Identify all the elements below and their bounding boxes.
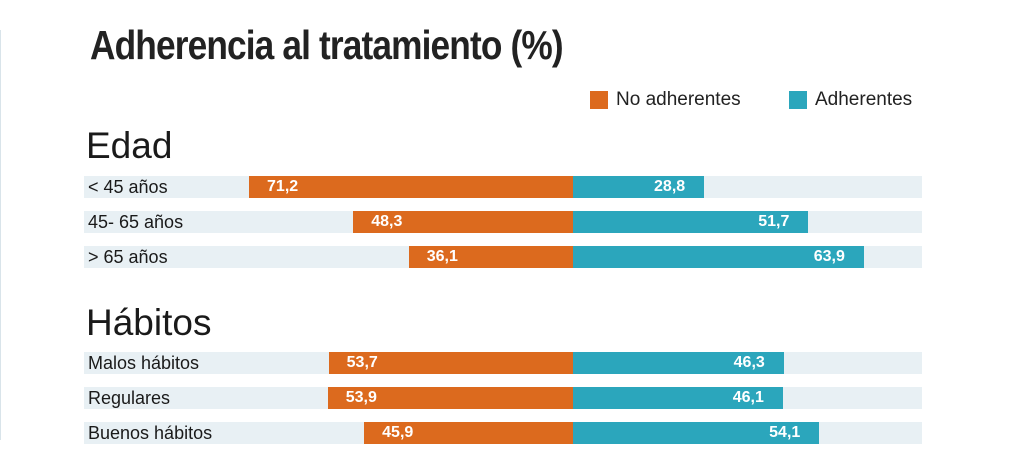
value-label-adherentes: 54,1 — [769, 424, 801, 441]
row-label: Malos hábitos — [88, 353, 200, 373]
legend-item-adherentes: Adherentes — [789, 88, 912, 112]
bar-adherentes — [573, 422, 820, 444]
row-label: Buenos hábitos — [88, 423, 213, 443]
legend-label-no-adherentes: No adherentes — [616, 89, 741, 110]
bar-no-adherentes — [353, 211, 573, 233]
bar-adherentes — [573, 176, 705, 198]
section-title: Edad — [86, 125, 173, 166]
left-divider — [0, 30, 1, 440]
value-label-adherentes: 46,1 — [732, 389, 764, 406]
legend-swatch-adherentes — [789, 91, 807, 109]
legend-swatch-no-adherentes — [590, 91, 608, 109]
value-label-no-adherentes: 48,3 — [371, 213, 403, 230]
row-label: Regulares — [88, 388, 171, 408]
value-label-no-adherentes: 36,1 — [426, 248, 458, 265]
bar-adherentes — [573, 246, 864, 268]
row-label: > 65 años — [88, 247, 168, 267]
bar-adherentes — [573, 352, 784, 374]
chart-title: Adherencia al tratamiento (%) — [90, 22, 564, 68]
legend-item-no-adherentes: No adherentes — [590, 88, 741, 112]
bar-no-adherentes — [408, 246, 573, 268]
bar-no-adherentes — [249, 176, 573, 198]
value-label-no-adherentes: 71,2 — [267, 178, 299, 195]
section-title: Hábitos — [86, 302, 212, 343]
value-label-no-adherentes: 45,9 — [382, 424, 414, 441]
bar-no-adherentes — [327, 387, 573, 409]
bar-adherentes — [573, 211, 809, 233]
value-label-adherentes: 46,3 — [733, 354, 765, 371]
row-label: < 45 años — [88, 177, 168, 197]
value-label-no-adherentes: 53,7 — [346, 354, 378, 371]
value-label-adherentes: 28,8 — [654, 178, 686, 195]
legend-label-adherentes: Adherentes — [815, 89, 913, 110]
value-label-adherentes: 63,9 — [813, 248, 845, 265]
value-label-adherentes: 51,7 — [758, 213, 790, 230]
bar-no-adherentes — [364, 422, 573, 444]
bar-adherentes — [573, 387, 783, 409]
row-label: 45- 65 años — [88, 212, 184, 232]
value-label-no-adherentes: 53,9 — [345, 389, 377, 406]
bar-no-adherentes — [328, 352, 573, 374]
